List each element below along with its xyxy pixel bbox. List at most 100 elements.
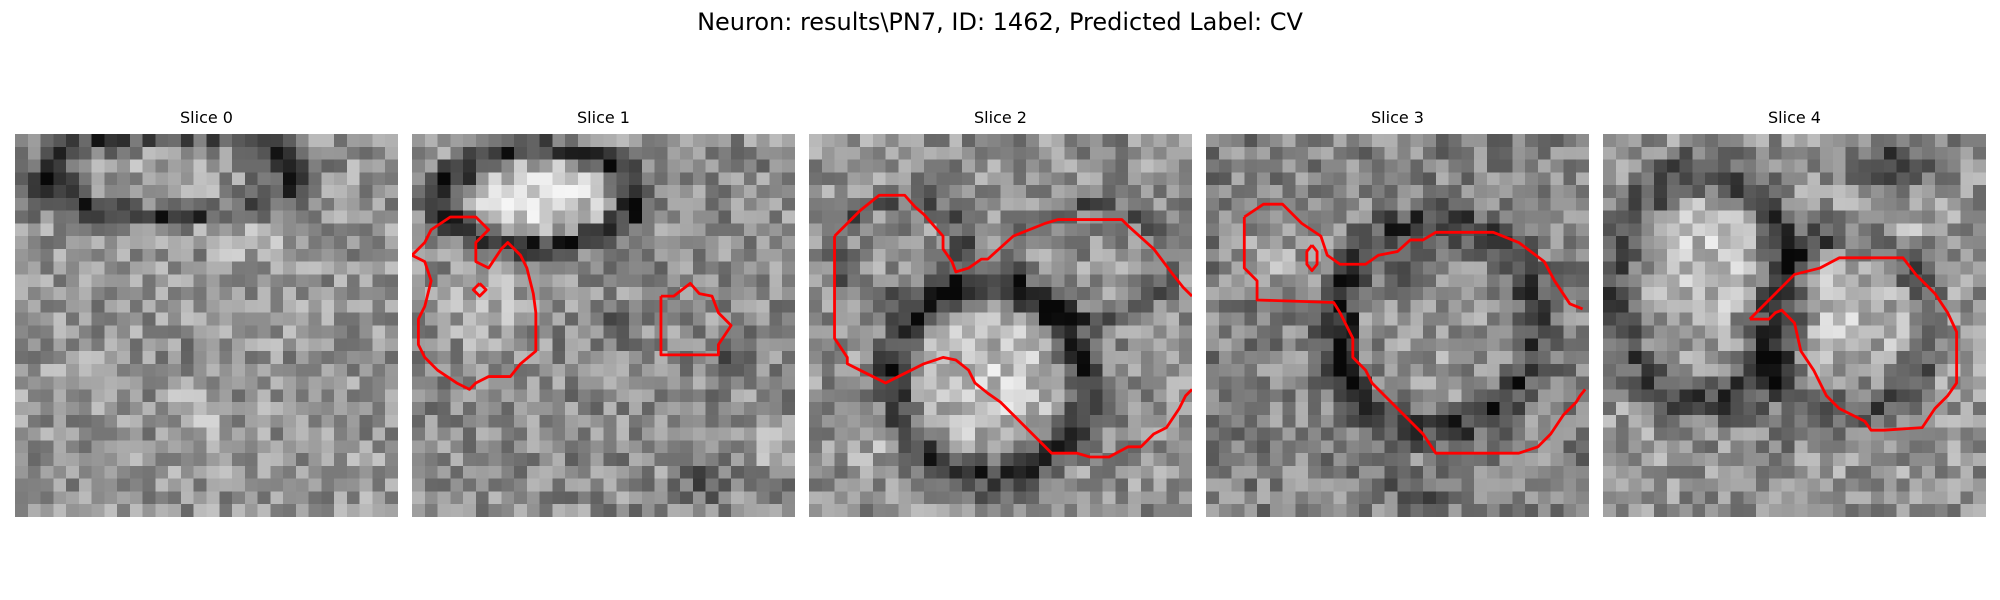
slice-0-pixel — [295, 134, 309, 148]
slice-1-pixel — [501, 274, 515, 288]
slice-2-pixel — [1038, 351, 1052, 365]
slice-1-pixel — [577, 210, 591, 224]
slice-0-image — [15, 134, 398, 517]
slice-3-pixel — [1371, 491, 1385, 505]
slice-4-pixel — [1845, 440, 1859, 454]
slice-4-pixel — [1871, 172, 1885, 186]
slice-1-pixel — [629, 402, 643, 416]
slice-3-pixel — [1410, 389, 1424, 403]
slice-1-pixel — [756, 325, 770, 339]
slice-2-pixel — [860, 274, 874, 288]
slice-3-pixel — [1218, 402, 1232, 416]
slice-2-pixel — [821, 478, 835, 492]
slice-1-pixel — [616, 440, 630, 454]
slice-2-pixel — [936, 389, 950, 403]
slice-3-pixel — [1563, 414, 1577, 428]
slice-1-pixel — [475, 478, 489, 492]
slice-4-pixel — [1858, 351, 1872, 365]
slice-1-pixel — [501, 261, 515, 275]
slice-1-pixel — [590, 210, 604, 224]
slice-1-pixel — [552, 299, 566, 313]
slice-2-pixel — [923, 325, 937, 339]
slice-2-pixel — [1089, 427, 1103, 441]
slice-4-pixel — [1756, 287, 1770, 301]
slice-1-pixel — [756, 491, 770, 505]
slice-2-pixel — [1064, 389, 1078, 403]
slice-0-pixel — [334, 312, 348, 326]
slice-3-pixel — [1359, 453, 1373, 467]
slice-4-pixel — [1679, 465, 1693, 479]
slice-1-pixel — [412, 453, 426, 467]
slice-1-pixel — [731, 236, 745, 250]
slice-2-pixel — [936, 299, 950, 313]
slice-1-pixel — [629, 299, 643, 313]
slice-0-pixel — [308, 210, 322, 224]
slice-4-pixel — [1871, 274, 1885, 288]
slice-1-pixel — [705, 491, 719, 505]
slice-1-pixel — [756, 223, 770, 237]
slice-4-pixel — [1896, 440, 1910, 454]
slice-0-pixel — [104, 363, 118, 377]
slice-4-pixel — [1973, 465, 1986, 479]
slice-0-pixel — [232, 274, 246, 288]
slice-1-pixel — [526, 236, 540, 250]
slice-0-pixel — [104, 172, 118, 186]
slice-1-pixel — [424, 146, 438, 160]
slice-4-pixel — [1730, 287, 1744, 301]
slice-1-pixel — [501, 325, 515, 339]
slice-0-pixel — [142, 402, 156, 416]
slice-4-pixel — [1781, 261, 1795, 275]
slice-3-pixel — [1563, 274, 1577, 288]
slice-2-pixel — [962, 159, 976, 173]
slice-0-pixel — [321, 261, 335, 275]
slice-0-pixel — [270, 185, 284, 199]
slice-1-pixel — [654, 210, 668, 224]
slice-2-pixel — [911, 504, 925, 517]
slice-2-pixel — [1166, 236, 1180, 250]
slice-1-pixel — [526, 146, 540, 160]
slice-3-pixel — [1448, 274, 1462, 288]
slice-3-pixel — [1525, 402, 1539, 416]
slice-3-pixel — [1371, 223, 1385, 237]
slice-0-pixel — [334, 491, 348, 505]
slice-2-pixel — [1153, 453, 1167, 467]
slice-4-pixel — [1679, 261, 1693, 275]
slice-2-pixel — [1153, 504, 1167, 517]
slice-1-pixel — [680, 312, 694, 326]
slice-2-pixel — [872, 504, 886, 517]
slice-0-pixel — [359, 465, 373, 479]
slice-3-pixel — [1308, 312, 1322, 326]
slice-4-pixel — [1922, 491, 1936, 505]
slice-0-pixel — [27, 351, 41, 365]
slice-3-pixel — [1537, 134, 1551, 148]
slice-2-pixel — [885, 465, 899, 479]
slice-4-pixel — [1628, 274, 1642, 288]
slice-2-pixel — [1000, 440, 1014, 454]
slice-1-pixel — [769, 478, 783, 492]
slice-3-pixel — [1359, 325, 1373, 339]
slice-0-pixel — [91, 210, 105, 224]
slice-2-pixel — [834, 146, 848, 160]
slice-1-pixel — [616, 427, 630, 441]
slice-2-pixel — [860, 338, 874, 352]
slice-4-pixel — [1781, 248, 1795, 262]
slice-2-pixel — [962, 312, 976, 326]
slice-3-pixel — [1397, 338, 1411, 352]
slice-2-pixel — [1089, 197, 1103, 211]
slice-2-pixel — [1077, 146, 1091, 160]
slice-3-pixel — [1384, 146, 1398, 160]
slice-2-pixel — [1166, 287, 1180, 301]
slice-2-pixel — [1166, 504, 1180, 517]
slice-4-pixel — [1743, 299, 1757, 313]
slice-0-pixel — [385, 185, 398, 199]
slice-2-pixel — [1026, 261, 1040, 275]
slice-4-pixel — [1628, 172, 1642, 186]
slice-2-pixel — [962, 427, 976, 441]
slice-4-pixel — [1794, 197, 1808, 211]
slice-0-pixel — [142, 223, 156, 237]
slice-4-pixel — [1603, 389, 1617, 403]
slice-3-pixel — [1435, 351, 1449, 365]
slice-3-pixel — [1346, 465, 1360, 479]
slice-0-pixel — [385, 210, 398, 224]
slice-4-pixel — [1807, 351, 1821, 365]
